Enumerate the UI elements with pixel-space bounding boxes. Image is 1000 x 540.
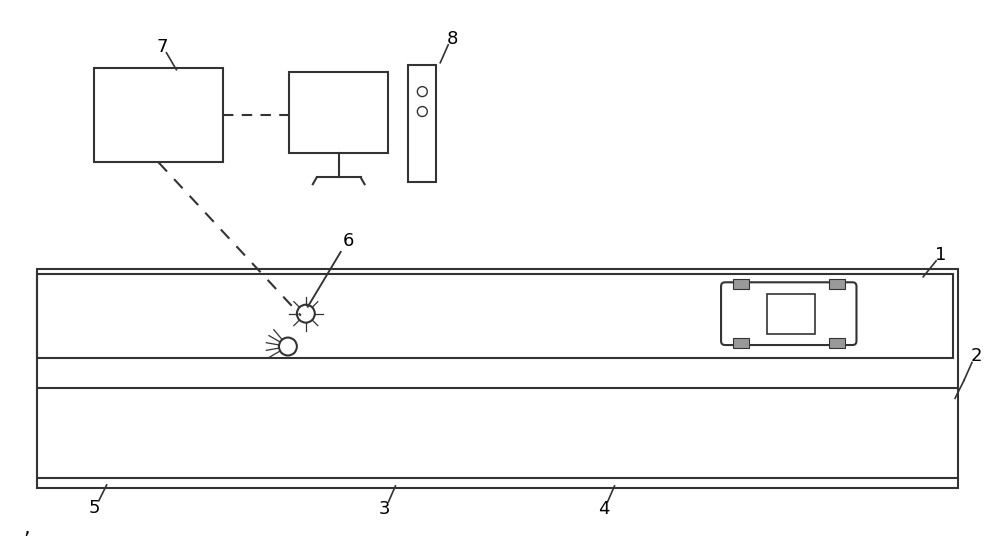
Bar — [829, 279, 845, 289]
Bar — [408, 65, 436, 182]
Text: 7: 7 — [157, 38, 168, 56]
Bar — [733, 279, 749, 289]
Text: 5: 5 — [89, 499, 100, 517]
Text: ,: , — [24, 518, 30, 538]
Bar — [289, 72, 388, 153]
Bar — [829, 338, 845, 348]
Bar — [94, 68, 223, 163]
Bar — [733, 338, 749, 348]
Text: 6: 6 — [343, 232, 354, 250]
Text: 1: 1 — [935, 246, 947, 264]
Text: 8: 8 — [447, 30, 458, 48]
Text: 2: 2 — [970, 347, 982, 366]
Bar — [767, 294, 815, 334]
Bar — [37, 269, 958, 488]
Text: 4: 4 — [598, 500, 609, 518]
Bar — [37, 274, 953, 359]
Text: 3: 3 — [379, 500, 390, 518]
